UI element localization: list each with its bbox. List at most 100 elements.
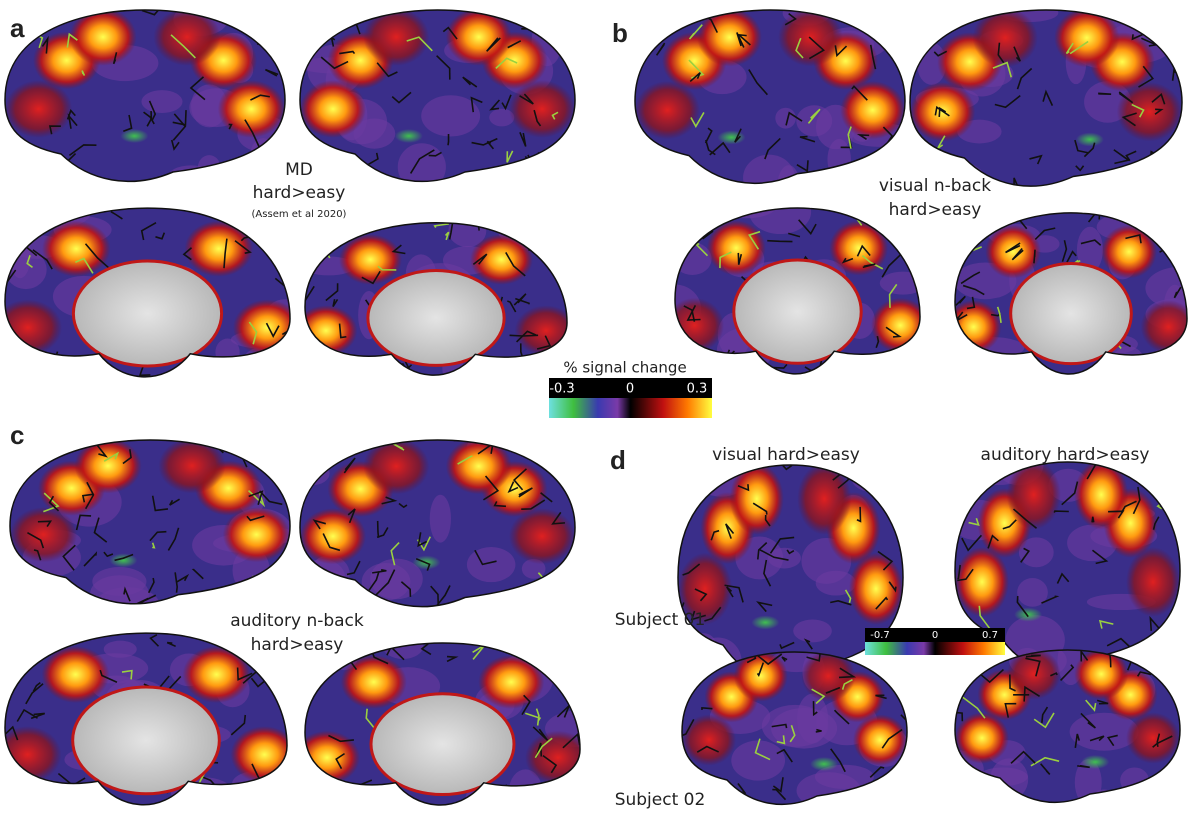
parcel-border — [325, 283, 339, 302]
parcel-border — [1050, 672, 1058, 677]
parcel-border — [525, 712, 542, 722]
parcel-border — [1125, 234, 1142, 244]
activation — [478, 655, 545, 709]
parcel-border — [513, 468, 527, 491]
parcel-border — [151, 495, 169, 512]
parcel-border — [696, 745, 719, 753]
surface-patch — [10, 573, 29, 604]
parcel-border — [141, 10, 168, 16]
surface-patch — [796, 772, 861, 805]
surface-patch — [514, 786, 554, 805]
parcel-border — [5, 643, 15, 660]
surface-patch — [103, 640, 137, 658]
parcel-border — [174, 572, 179, 593]
parcel-border — [381, 496, 398, 505]
parcel-border — [339, 362, 344, 367]
activation — [445, 440, 512, 495]
parcel-border — [955, 790, 969, 803]
parcel-border — [1134, 177, 1148, 187]
parcel-border — [1074, 733, 1081, 748]
parcel-border — [140, 221, 157, 241]
parcel-border — [417, 532, 428, 548]
lateral-surface — [5, 10, 285, 182]
parcel-border — [862, 263, 876, 269]
parcel-border — [838, 667, 857, 679]
parcel-border — [342, 11, 356, 19]
parcel-border — [655, 42, 666, 56]
parcel-border — [263, 147, 283, 163]
parcel-border — [250, 94, 270, 101]
parcel-border — [191, 568, 204, 580]
parcel-border — [888, 581, 897, 593]
parcel-border — [175, 573, 190, 584]
activation — [363, 10, 430, 66]
parcel-border — [112, 52, 118, 65]
parcel-border — [830, 600, 852, 606]
parcel-border — [1069, 40, 1089, 55]
parcel-border — [877, 550, 894, 571]
parcel-border — [339, 50, 356, 55]
parcel-border — [683, 305, 696, 322]
parcel-border — [338, 323, 347, 339]
parcel-border — [886, 351, 903, 363]
parcel-border — [400, 581, 412, 597]
surface-patch — [217, 208, 244, 226]
parcel-border — [68, 144, 97, 157]
parcel-border — [1166, 141, 1180, 168]
surface-patch — [448, 222, 487, 248]
parcel-border — [300, 140, 321, 161]
parcel-border — [997, 42, 1005, 64]
caption: hard>easy — [889, 200, 982, 220]
parcel-border — [757, 542, 768, 560]
surface-patch — [397, 143, 446, 182]
parcel-border — [442, 26, 458, 40]
parcel-border — [474, 549, 497, 566]
surface-outline — [299, 9, 576, 183]
parcel-border — [406, 36, 433, 52]
surface-patch — [793, 619, 832, 643]
parcel-border — [856, 244, 871, 257]
parcel-border — [343, 457, 356, 474]
surface-outline — [4, 632, 288, 806]
lateral-surface — [10, 440, 290, 604]
parcel-border — [548, 15, 564, 23]
row-label: Subject 01 — [615, 610, 706, 630]
parcel-border — [781, 656, 788, 662]
parcel-border — [1138, 65, 1154, 88]
parcel-border — [955, 295, 966, 306]
parcel-border — [218, 600, 227, 604]
activation — [41, 646, 110, 703]
surface-patch — [361, 562, 411, 601]
parcel-border — [909, 349, 920, 361]
parcel-border — [123, 114, 133, 133]
panel-label: b — [612, 18, 628, 48]
parcel-border — [885, 326, 902, 338]
parcel-border — [49, 360, 72, 373]
parcel-border — [1030, 756, 1060, 767]
parcel-border — [138, 363, 151, 377]
deactivation — [394, 129, 423, 143]
parcel-border — [1004, 702, 1017, 718]
parcel-border — [540, 492, 553, 503]
parcel-border — [724, 584, 744, 603]
parcel-border — [1151, 93, 1166, 105]
parcel-border — [509, 334, 539, 337]
parcel-border — [934, 105, 950, 117]
lateral-surface — [955, 462, 1180, 670]
parcel-border — [551, 111, 559, 120]
parcel-border — [170, 34, 196, 59]
parcel-border — [453, 440, 458, 442]
parcel-border — [686, 305, 701, 321]
parcel-border — [391, 91, 412, 104]
surface-patch — [301, 573, 336, 597]
parcel-border — [230, 714, 247, 736]
parcel-border — [690, 112, 705, 129]
parcel-border — [246, 515, 265, 522]
surface-outline — [674, 207, 921, 375]
parcel-border — [22, 208, 32, 216]
parcel-border — [798, 219, 817, 235]
colorbar-tick: 0.3 — [687, 382, 708, 397]
parcel-border — [306, 441, 320, 457]
surface-patch — [551, 642, 580, 669]
parcel-border — [372, 568, 387, 574]
